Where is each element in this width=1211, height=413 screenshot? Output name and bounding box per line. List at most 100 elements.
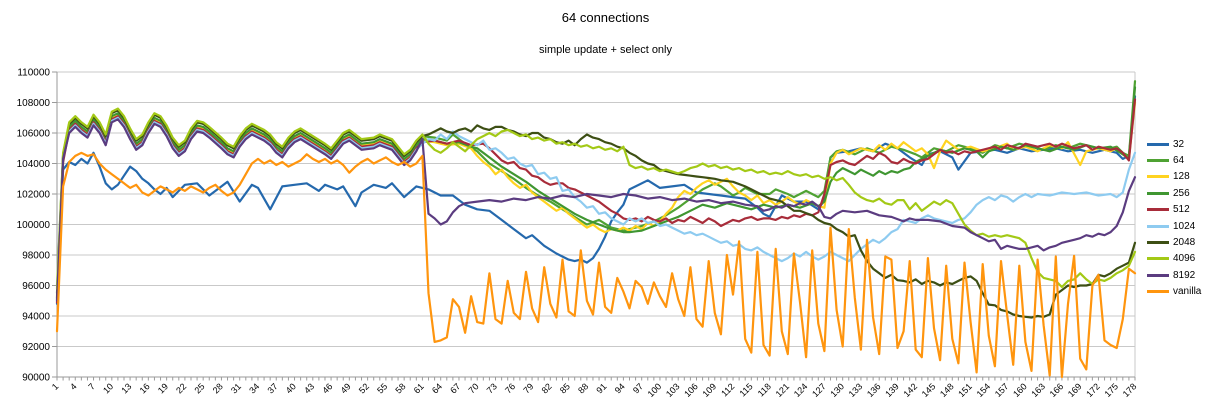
y-axis-label: 100000 [17, 220, 51, 231]
x-axis-label: 124 [792, 381, 810, 399]
y-axis-label: 108000 [17, 98, 51, 109]
x-axis-label: 49 [339, 381, 353, 395]
legend-label: 32 [1173, 138, 1185, 150]
x-axis-label: 79 [521, 381, 535, 395]
x-axis-label: 175 [1102, 381, 1120, 399]
x-axis-label: 160 [1011, 381, 1029, 399]
y-axis-label: 102000 [17, 190, 51, 201]
legend-item: 64 [1147, 152, 1201, 168]
legend-label: 128 [1173, 171, 1190, 183]
x-axis-label: 151 [956, 381, 974, 399]
legend-swatch [1147, 208, 1169, 212]
x-axis-label: 103 [664, 381, 682, 399]
legend-item: 8192 [1147, 267, 1201, 283]
legend-swatch [1147, 191, 1169, 195]
x-axis-label: 37 [266, 381, 280, 395]
legend-label: 4096 [1173, 253, 1196, 265]
series-line-128 [55, 101, 1137, 298]
legend-swatch [1147, 224, 1169, 228]
x-axis-label: 163 [1029, 381, 1047, 399]
legend-item: vanilla [1147, 284, 1201, 300]
x-axis-label: 118 [756, 381, 773, 398]
legend-swatch [1147, 159, 1169, 163]
x-axis-label: 76 [503, 381, 517, 395]
x-axis-label: 154 [975, 381, 993, 399]
x-axis-label: 145 [920, 381, 938, 399]
x-axis-label: 172 [1084, 381, 1102, 399]
legend-label: 256 [1173, 187, 1190, 199]
x-axis-label: 133 [847, 381, 865, 399]
y-axis-label: 94000 [22, 312, 50, 323]
x-axis-label: 61 [412, 381, 426, 395]
x-axis-label: 130 [828, 381, 846, 399]
x-axis-label: 178 [1121, 381, 1139, 399]
series-line-256 [55, 86, 1137, 299]
x-axis-label: 4 [68, 381, 79, 392]
series-line-512 [55, 98, 1137, 304]
legend-label: 512 [1173, 204, 1190, 216]
x-axis-label: 91 [594, 381, 608, 395]
x-axis-label: 40 [284, 381, 298, 395]
x-axis-label: 85 [558, 381, 572, 395]
x-axis-label: 127 [810, 381, 828, 399]
x-axis-label: 67 [448, 381, 462, 395]
x-axis-label: 31 [229, 381, 243, 395]
x-axis-label: 64 [430, 381, 444, 395]
x-axis-label: 166 [1048, 381, 1066, 399]
x-axis-label: 157 [993, 381, 1011, 399]
y-axis-label: 96000 [22, 281, 50, 292]
x-axis-label: 7 [86, 381, 97, 392]
legend-swatch [1147, 241, 1169, 245]
x-axis-label: 34 [247, 381, 261, 395]
series-line-8192 [55, 118, 1137, 302]
x-axis-label: 148 [938, 381, 956, 399]
x-axis-label: 106 [682, 381, 700, 399]
legend: 32 64 128 256 512 1024 2048 4096 8192 vanilla [1147, 136, 1201, 300]
y-axis-label: 90000 [22, 373, 50, 384]
x-axis-label: 55 [375, 381, 389, 395]
x-axis-label: 142 [901, 381, 919, 399]
x-axis-label: 10 [101, 381, 115, 395]
legend-item: 256 [1147, 185, 1201, 201]
x-axis-label: 169 [1066, 381, 1084, 399]
x-axis-label: 13 [119, 381, 133, 395]
x-axis-label: 100 [646, 381, 664, 399]
x-axis-label: 28 [211, 381, 225, 395]
legend-label: 2048 [1173, 237, 1196, 249]
x-axis-label: 121 [774, 381, 792, 399]
x-axis-label: 22 [174, 381, 188, 395]
legend-item: 512 [1147, 202, 1201, 218]
x-axis-label: 52 [357, 381, 371, 395]
y-axis-label: 110000 [17, 68, 50, 79]
chart-subtitle: simple update + select only [539, 44, 672, 56]
legend-label: vanilla [1173, 286, 1202, 298]
legend-item: 1024 [1147, 218, 1201, 234]
y-axis-label: 92000 [22, 342, 50, 353]
x-axis-label: 94 [613, 381, 627, 395]
x-axis-label: 19 [156, 381, 170, 395]
legend-label: 64 [1173, 155, 1185, 167]
legend-swatch [1147, 142, 1169, 146]
x-axis-label: 97 [631, 381, 645, 395]
x-axis-label: 58 [393, 381, 407, 395]
legend-item: 32 [1147, 136, 1201, 152]
y-axis-label: 98000 [22, 251, 50, 262]
x-axis-label: 25 [192, 381, 206, 395]
x-axis-label: 16 [138, 381, 152, 395]
legend-swatch [1147, 257, 1169, 261]
chart-title: 64 connections [561, 10, 650, 25]
x-axis-label: 139 [883, 381, 901, 399]
x-axis-label: 70 [466, 381, 480, 395]
x-axis-label: 109 [700, 381, 718, 399]
legend-swatch [1147, 290, 1169, 294]
legend-item: 4096 [1147, 251, 1201, 267]
x-axis-label: 112 [719, 381, 736, 398]
legend-item: 2048 [1147, 234, 1201, 250]
legend-item: 128 [1147, 169, 1201, 185]
x-axis-label: 1 [50, 381, 61, 392]
x-axis-label: 88 [576, 381, 590, 395]
x-axis-label: 46 [320, 381, 334, 395]
series-line-1024 [55, 116, 1137, 287]
